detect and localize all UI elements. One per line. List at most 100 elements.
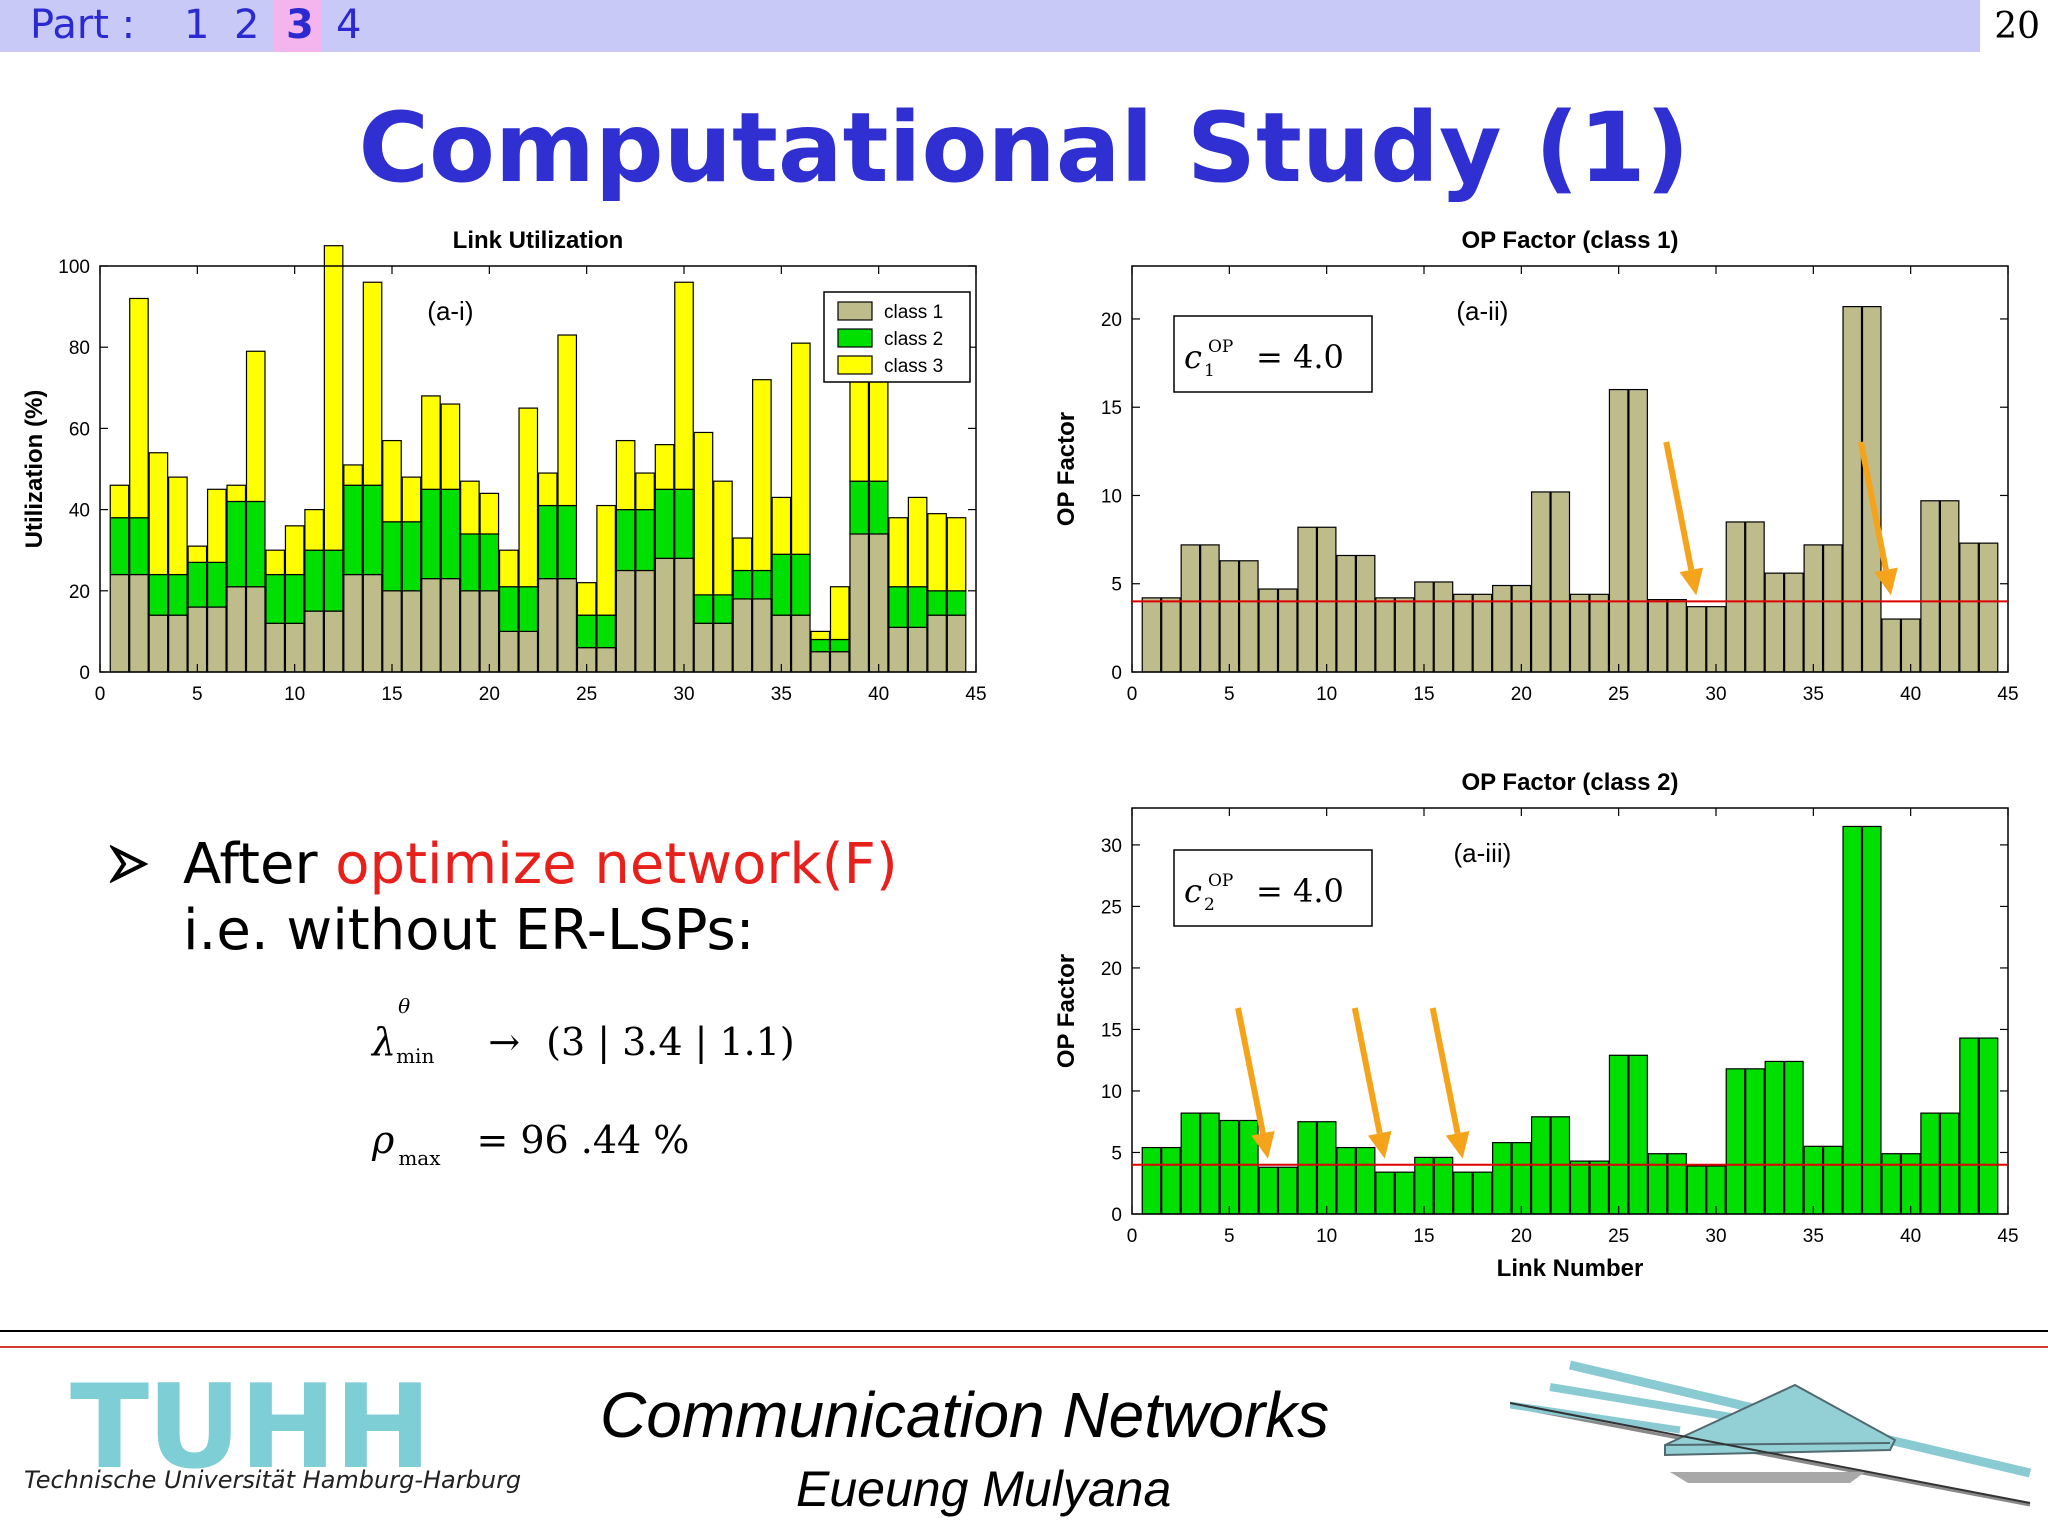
arrow-icon: [1367, 1130, 1392, 1159]
bar-segment: [927, 513, 947, 592]
bar-segment: [771, 496, 792, 555]
x-tick-label: 40: [1900, 1226, 1921, 1247]
bar-segment: [421, 395, 441, 490]
bar: [1628, 1054, 1648, 1215]
bar: [1569, 1160, 1590, 1215]
bar: [1453, 1171, 1473, 1215]
x-tick-label: 30: [1705, 1226, 1726, 1247]
bar: [1589, 1160, 1610, 1215]
nav-part-4-link[interactable]: 4: [336, 2, 362, 48]
y-tick-label: 0: [1111, 1205, 1122, 1226]
y-tick-label: 20: [1101, 310, 1122, 331]
bar: [1881, 1153, 1902, 1215]
x-tick-label: 20: [1511, 1226, 1532, 1247]
course-title: Communication Networks: [600, 1379, 1330, 1451]
network-pyramid-logo-icon: [1510, 1360, 2032, 1507]
bar: [1686, 1165, 1707, 1215]
plot-frame: [1131, 265, 2009, 673]
x-tick-label: 0: [95, 684, 106, 705]
legend-swatch: [837, 355, 873, 375]
bullet-highlight: optimize network(F): [335, 832, 898, 897]
nav-part-3-link[interactable]: 3: [286, 2, 314, 48]
lambda-sub: min: [396, 1044, 435, 1068]
bar: [1822, 1145, 1843, 1215]
lambda-formula: λ θ min → (3 | 3.4 | 1.1): [372, 994, 795, 1068]
y-tick-label: 60: [69, 419, 90, 440]
x-tick-label: 25: [1608, 684, 1629, 705]
x-tick-label: 30: [673, 684, 694, 705]
bar: [1355, 1146, 1376, 1215]
y-tick-label: 0: [1111, 663, 1122, 684]
arrow-icon: [1874, 567, 1898, 596]
annotation-value: = 4.0: [1256, 872, 1344, 910]
bar: [1297, 1121, 1318, 1215]
y-tick-label: 30: [1101, 836, 1122, 857]
bar: [1180, 1112, 1201, 1215]
author-name: Eueung Mulyana: [796, 1461, 1172, 1517]
x-tick-label: 35: [771, 684, 792, 705]
x-tick-label: 45: [1997, 684, 2018, 705]
y-tick-label: 10: [1101, 1082, 1122, 1103]
bar-segment: [537, 472, 558, 507]
bar: [1784, 1060, 1804, 1215]
annotation-box: [1173, 315, 1373, 393]
x-tick-label: 20: [1511, 684, 1532, 705]
bar: [1978, 1037, 1999, 1215]
op-factor-class2-chart: OP Factor (class 2) OP Factor Link Number 0…: [1053, 769, 2019, 1282]
bar-segment: [674, 281, 694, 490]
bar-segment: [362, 281, 383, 486]
y-axis-label: Utilization (%): [21, 390, 48, 549]
x-tick-label: 10: [1316, 1226, 1337, 1247]
y-tick-label: 10: [1101, 486, 1122, 507]
nav-active-highlight: [274, 0, 322, 52]
x-tick-label: 0: [1127, 1226, 1138, 1247]
x-tick-label: 25: [1608, 1226, 1629, 1247]
y-tick-label: 20: [1101, 959, 1122, 980]
annotation-box: [1173, 849, 1373, 927]
bar-segment: [596, 504, 616, 616]
nav-part-2-link[interactable]: 2: [234, 2, 260, 48]
bar-segment: [946, 517, 967, 592]
annotation-value: = 4.0: [1256, 338, 1344, 376]
x-tick-label: 35: [1803, 684, 1824, 705]
bar: [1764, 1060, 1785, 1215]
arrow-shaft: [1857, 441, 1889, 571]
rho-sub: max: [398, 1146, 441, 1170]
bar-segment: [752, 379, 772, 572]
bar-segment: [732, 537, 753, 572]
bar: [1414, 1156, 1434, 1215]
rho-value: = 96 .44 %: [476, 1118, 690, 1162]
x-tick-label: 10: [1316, 684, 1337, 705]
annotation-symbol: c: [1184, 338, 1202, 376]
x-tick-label: 40: [1900, 684, 1921, 705]
bar: [1492, 1142, 1512, 1215]
bar: [1647, 1153, 1668, 1215]
rho-symbol: ρ: [372, 1118, 395, 1162]
rho-formula: ρ max = 96 .44 %: [372, 1118, 690, 1170]
plot-frame: [1131, 807, 2009, 1215]
bar-segment: [790, 342, 811, 555]
y-tick-label: 80: [69, 338, 90, 359]
arrow-shaft: [1663, 441, 1695, 571]
bar-segment: [323, 245, 344, 551]
bar-segment: [129, 297, 149, 519]
arrow-shaft: [1235, 1007, 1266, 1134]
page-number-box: 20: [1980, 0, 2048, 52]
panel-label: (a-i): [427, 296, 473, 326]
bar: [1939, 1112, 1960, 1215]
bullet-prefix: After: [183, 832, 336, 897]
x-tick-label: 35: [1803, 1226, 1824, 1247]
arrow-bullet-icon: [108, 840, 149, 894]
legend-label: class 2: [884, 329, 943, 350]
bar-segment: [713, 480, 733, 596]
lambda-value: (3 | 3.4 | 1.1): [546, 1020, 795, 1064]
legend-swatch: [837, 328, 873, 348]
bar: [1336, 1146, 1356, 1215]
nav-part-1-link[interactable]: 1: [184, 2, 210, 48]
bar-segment: [401, 476, 422, 523]
panel-label: (a-ii): [1456, 296, 1508, 326]
y-tick-label: 15: [1101, 1020, 1122, 1041]
y-axis-label: OP Factor: [1053, 954, 1080, 1068]
y-tick-label: 100: [58, 257, 90, 278]
x-tick-label: 20: [479, 684, 500, 705]
